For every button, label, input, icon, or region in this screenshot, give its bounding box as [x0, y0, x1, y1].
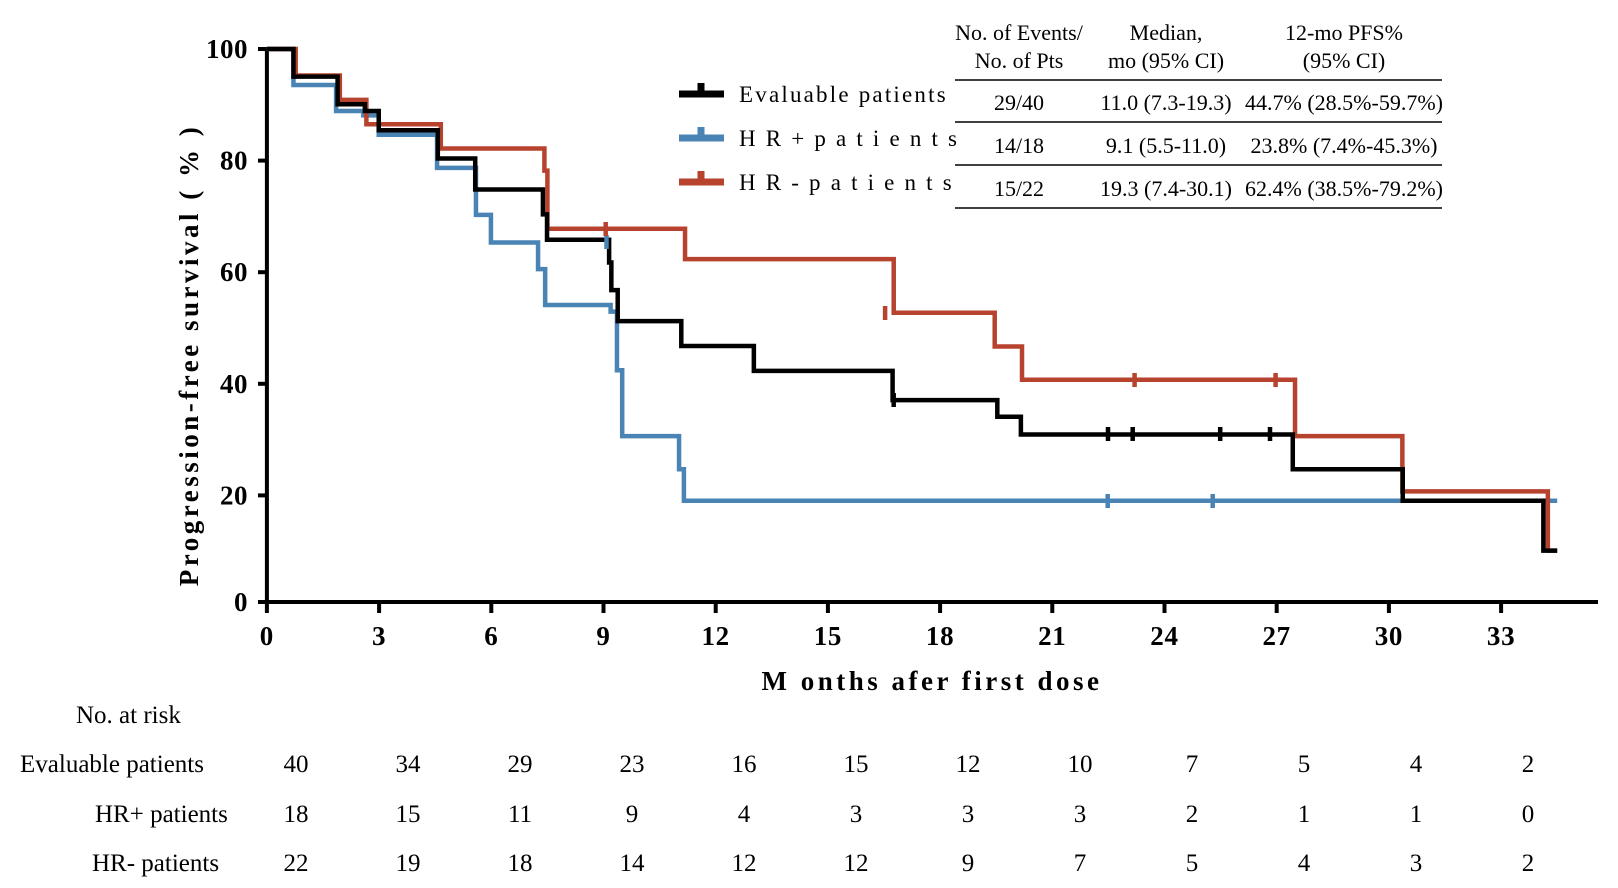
svg-text:33: 33 — [1487, 621, 1515, 651]
svg-text:15: 15 — [814, 621, 842, 651]
svg-text:No. of Pts: No. of Pts — [975, 48, 1064, 73]
svg-text:24: 24 — [1150, 621, 1178, 651]
svg-text:0: 0 — [234, 587, 248, 617]
svg-text:18: 18 — [926, 621, 954, 651]
svg-text:6: 6 — [484, 621, 498, 651]
svg-text:(95% CI): (95% CI) — [1303, 48, 1385, 73]
svg-text:30: 30 — [1375, 621, 1403, 651]
svg-text:M onths afer first dose: M onths afer first dose — [762, 666, 1103, 696]
svg-text:100: 100 — [206, 34, 248, 64]
svg-text:No. of Events/: No. of Events/ — [955, 20, 1084, 45]
svg-text:21: 21 — [1038, 621, 1066, 651]
svg-text:12: 12 — [701, 621, 729, 651]
svg-text:62.4% (38.5%-79.2%): 62.4% (38.5%-79.2%) — [1245, 176, 1443, 201]
svg-text:15/22: 15/22 — [994, 176, 1044, 201]
svg-text:60: 60 — [220, 257, 248, 287]
svg-text:19.3 (7.4-30.1): 19.3 (7.4-30.1) — [1100, 176, 1232, 201]
svg-text:44.7% (28.5%-59.7%): 44.7% (28.5%-59.7%) — [1245, 90, 1443, 115]
svg-text:H R + p a t i e n t s: H R + p a t i e n t s — [739, 126, 959, 151]
svg-text:27: 27 — [1262, 621, 1290, 651]
svg-text:3: 3 — [372, 621, 386, 651]
svg-text:Evaluable patients: Evaluable patients — [739, 82, 948, 107]
svg-text:12-mo PFS%: 12-mo PFS% — [1285, 20, 1403, 45]
svg-text:11.0 (7.3-19.3): 11.0 (7.3-19.3) — [1100, 90, 1231, 115]
svg-text:40: 40 — [220, 369, 248, 399]
svg-text:mo (95% CI): mo (95% CI) — [1108, 48, 1224, 73]
svg-text:H R - p a t i e n t s: H R - p a t i e n t s — [739, 170, 954, 195]
svg-text:23.8% (7.4%-45.3%): 23.8% (7.4%-45.3%) — [1251, 133, 1438, 158]
svg-text:Median,: Median, — [1130, 20, 1203, 45]
svg-text:20: 20 — [220, 480, 248, 510]
svg-text:9.1 (5.5-11.0): 9.1 (5.5-11.0) — [1106, 133, 1226, 158]
svg-text:29/40: 29/40 — [994, 90, 1044, 115]
svg-text:Progression-free survival ( %: Progression-free survival ( % ) — [174, 124, 204, 586]
svg-text:0: 0 — [260, 621, 274, 651]
svg-text:9: 9 — [596, 621, 610, 651]
svg-text:14/18: 14/18 — [994, 133, 1044, 158]
svg-text:80: 80 — [220, 146, 248, 176]
